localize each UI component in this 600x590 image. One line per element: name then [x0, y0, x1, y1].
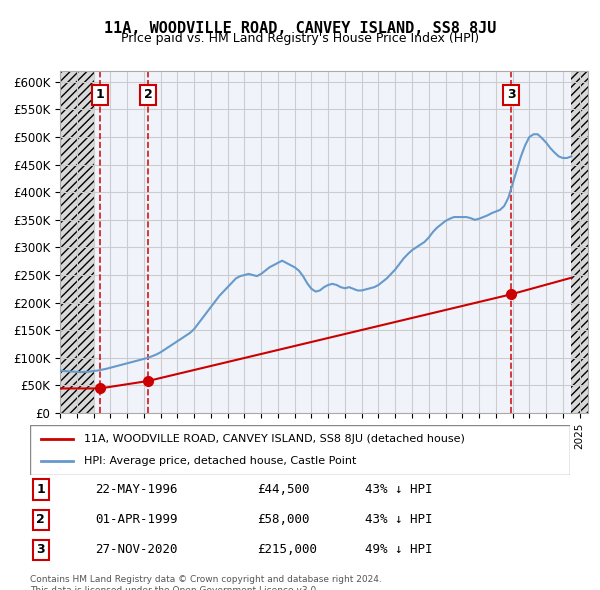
Text: £215,000: £215,000	[257, 543, 317, 556]
Text: 3: 3	[37, 543, 45, 556]
Text: 2: 2	[37, 513, 45, 526]
Text: Contains HM Land Registry data © Crown copyright and database right 2024.
This d: Contains HM Land Registry data © Crown c…	[30, 575, 382, 590]
FancyBboxPatch shape	[30, 425, 570, 475]
Text: 1: 1	[95, 88, 104, 101]
Text: 3: 3	[507, 88, 515, 101]
Text: 27-NOV-2020: 27-NOV-2020	[95, 543, 178, 556]
Text: 01-APR-1999: 01-APR-1999	[95, 513, 178, 526]
Text: 11A, WOODVILLE ROAD, CANVEY ISLAND, SS8 8JU: 11A, WOODVILLE ROAD, CANVEY ISLAND, SS8 …	[104, 21, 496, 35]
Text: 22-MAY-1996: 22-MAY-1996	[95, 483, 178, 496]
Text: HPI: Average price, detached house, Castle Point: HPI: Average price, detached house, Cast…	[84, 456, 356, 466]
Text: 43% ↓ HPI: 43% ↓ HPI	[365, 513, 432, 526]
Text: 43% ↓ HPI: 43% ↓ HPI	[365, 483, 432, 496]
Text: 1: 1	[37, 483, 45, 496]
Text: 2: 2	[143, 88, 152, 101]
Text: 49% ↓ HPI: 49% ↓ HPI	[365, 543, 432, 556]
Text: £58,000: £58,000	[257, 513, 310, 526]
Text: Price paid vs. HM Land Registry's House Price Index (HPI): Price paid vs. HM Land Registry's House …	[121, 32, 479, 45]
Bar	[571, 71, 588, 413]
Text: 11A, WOODVILLE ROAD, CANVEY ISLAND, SS8 8JU (detached house): 11A, WOODVILLE ROAD, CANVEY ISLAND, SS8 …	[84, 434, 465, 444]
Text: £44,500: £44,500	[257, 483, 310, 496]
Bar	[60, 71, 94, 413]
